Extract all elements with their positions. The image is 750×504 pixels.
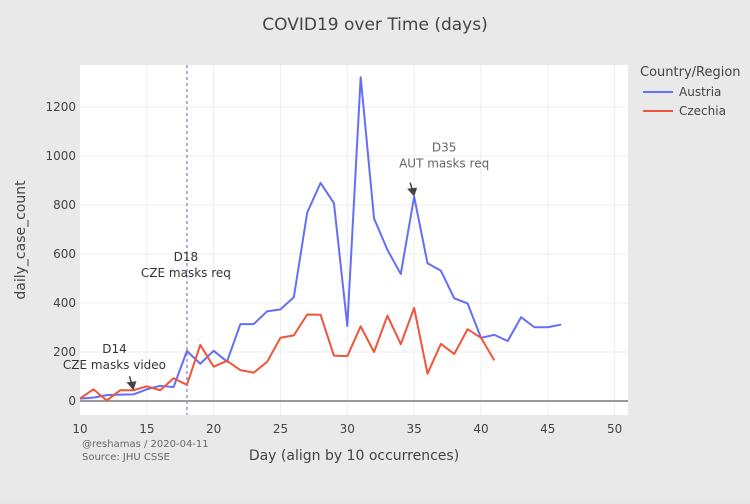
x-tick-label: 45	[540, 422, 555, 436]
legend-item-austria[interactable]: Austria	[643, 85, 721, 99]
y-tick-label: 800	[53, 198, 76, 212]
x-tick-label: 30	[340, 422, 355, 436]
x-tick-label: 20	[206, 422, 221, 436]
annotation-text: AUT masks req	[399, 157, 489, 171]
annotation-text: CZE masks req	[141, 266, 231, 280]
chart-title: COVID19 over Time (days)	[262, 15, 487, 35]
y-tick-label: 0	[68, 394, 76, 408]
annotation-text: D18	[174, 250, 199, 264]
x-axis-label: Day (align by 10 occurrences)	[249, 448, 459, 464]
x-tick-label: 15	[139, 422, 154, 436]
x-tick-label: 10	[72, 422, 87, 436]
annotation: D35 AUT masks req	[399, 141, 489, 197]
y-tick-label: 400	[53, 296, 76, 310]
annotation: D14 CZE masks video	[63, 342, 166, 391]
y-tick-label: 600	[53, 247, 76, 261]
x-tick-label: 35	[407, 422, 422, 436]
annotation-text: D35	[432, 141, 457, 155]
annotation-text: CZE masks video	[63, 358, 166, 372]
x-tick-label: 50	[607, 422, 622, 436]
y-tick-label: 200	[53, 345, 76, 359]
y-tick-label: 1200	[45, 100, 76, 114]
annotation-text: D14	[102, 342, 127, 356]
legend-item-czechia[interactable]: Czechia	[643, 104, 726, 118]
annotation: D18 CZE masks req	[141, 250, 231, 280]
x-tick-label: 40	[473, 422, 488, 436]
footnote-author: @reshamas / 2020-04-11	[82, 439, 209, 450]
plot-area	[80, 65, 628, 415]
y-axis-label: daily_case_count	[13, 180, 29, 300]
legend-label-austria: Austria	[679, 85, 721, 99]
legend-title: Country/Region	[640, 65, 741, 80]
footnote-source: Source: JHU CSSE	[82, 452, 170, 463]
y-tick-label: 1000	[45, 149, 76, 163]
arrow-head-icon	[126, 381, 137, 391]
arrow-head-icon	[407, 187, 418, 197]
legend: Country/Region Austria Czechia	[640, 65, 741, 118]
legend-label-czechia: Czechia	[679, 104, 726, 118]
series-line-czechia	[79, 306, 496, 402]
x-tick-label: 25	[273, 422, 288, 436]
